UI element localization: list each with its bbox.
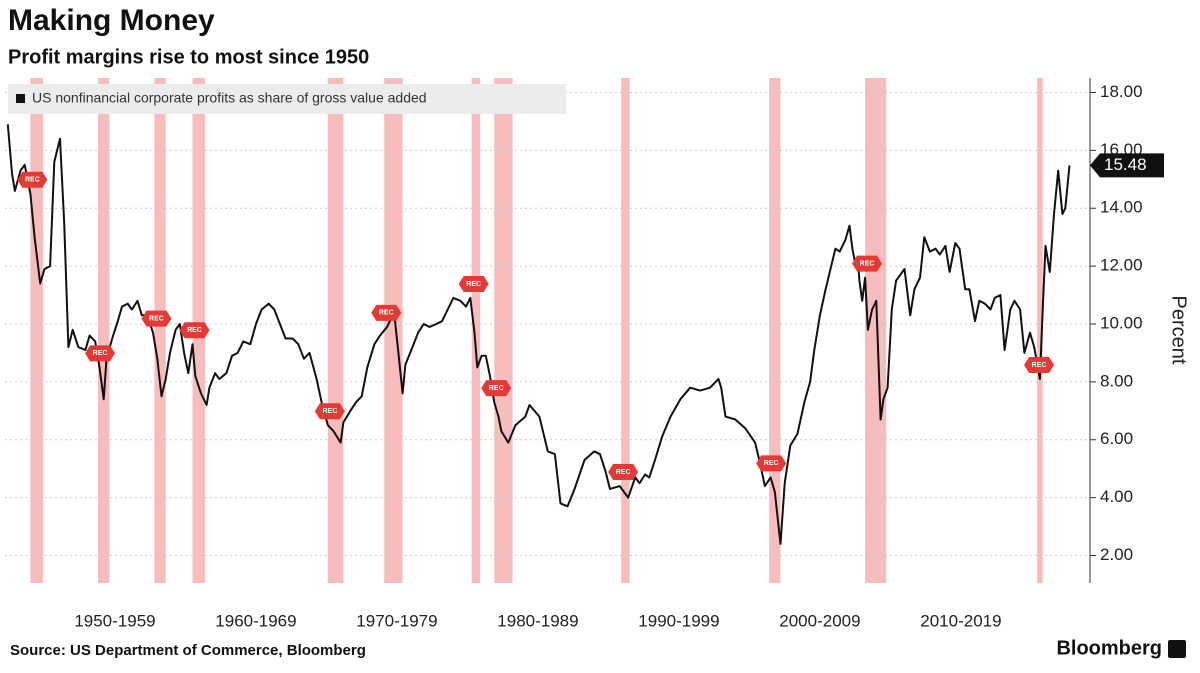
x-tick-label: 1990-1999 xyxy=(638,611,719,630)
recession-band xyxy=(30,78,44,583)
rec-label: REC xyxy=(466,281,481,288)
rec-tag xyxy=(608,464,639,481)
rec-tag xyxy=(481,380,512,397)
recession-band xyxy=(98,78,110,583)
recession-band xyxy=(327,78,344,583)
recession-band xyxy=(769,78,781,583)
x-tick-label: 2000-2009 xyxy=(779,611,860,630)
chart-subtitle: Profit margins rise to most since 1950 xyxy=(8,46,369,68)
rec-tag xyxy=(371,304,402,321)
rec-label: REC xyxy=(93,350,108,357)
y-axis-title: Percent xyxy=(1168,296,1190,365)
recession-band xyxy=(471,78,481,583)
y-tick-label: 4.00 xyxy=(1100,487,1133,506)
recession-band xyxy=(621,78,630,583)
last-value-label: 15.48 xyxy=(1104,155,1147,174)
y-tick-label: 6.00 xyxy=(1100,429,1133,448)
rec-tag xyxy=(756,455,787,472)
last-value-box xyxy=(1090,153,1164,178)
y-tick-label: 8.00 xyxy=(1100,371,1133,390)
recession-band xyxy=(865,78,887,583)
x-tick-label: 1970-1979 xyxy=(356,611,437,630)
legend-swatch xyxy=(16,94,25,103)
y-tick-label: 2.00 xyxy=(1100,545,1133,564)
rec-tag xyxy=(852,255,883,272)
rec-tag xyxy=(458,275,489,292)
data-line xyxy=(6,124,1071,545)
rec-tag xyxy=(17,171,48,188)
rec-label: REC xyxy=(1032,362,1047,369)
rec-tag xyxy=(1024,356,1055,373)
x-tick-label: 1960-1969 xyxy=(215,611,296,630)
rec-tag xyxy=(85,345,116,362)
y-tick-label: 14.00 xyxy=(1100,198,1143,217)
x-tick-label: 1950-1959 xyxy=(74,611,155,630)
x-tick-label: 1980-1989 xyxy=(497,611,578,630)
rec-label: REC xyxy=(489,385,504,392)
legend-label: US nonfinancial corporate profits as sha… xyxy=(32,90,427,106)
legend-box xyxy=(8,84,566,114)
rec-label: REC xyxy=(379,310,394,317)
recession-band xyxy=(1037,78,1043,583)
brand-icon xyxy=(1168,640,1186,658)
recession-band xyxy=(494,78,513,583)
y-tick-label: 12.00 xyxy=(1100,256,1143,275)
rec-label: REC xyxy=(25,177,40,184)
brand: Bloomberg xyxy=(1056,637,1162,659)
rec-label: REC xyxy=(764,460,779,467)
source: Source: US Department of Commerce, Bloom… xyxy=(10,642,366,659)
y-tick-label: 10.00 xyxy=(1100,313,1143,332)
rec-tag xyxy=(179,322,210,339)
rec-label: REC xyxy=(322,408,337,415)
chart-title: Making Money xyxy=(8,4,215,37)
recession-band xyxy=(384,78,403,583)
rec-label: REC xyxy=(616,469,631,476)
rec-tag xyxy=(141,310,172,327)
rec-tag xyxy=(314,403,345,420)
rec-label: REC xyxy=(187,327,202,334)
y-tick-label: 18.00 xyxy=(1100,82,1143,101)
x-tick-label: 2010-2019 xyxy=(920,611,1001,630)
recession-band xyxy=(154,78,166,583)
plot-area: REC REC REC REC REC REC REC REC REC REC REC REC xyxy=(5,78,1090,583)
rec-label: REC xyxy=(860,261,875,268)
rec-label: REC xyxy=(149,316,164,323)
